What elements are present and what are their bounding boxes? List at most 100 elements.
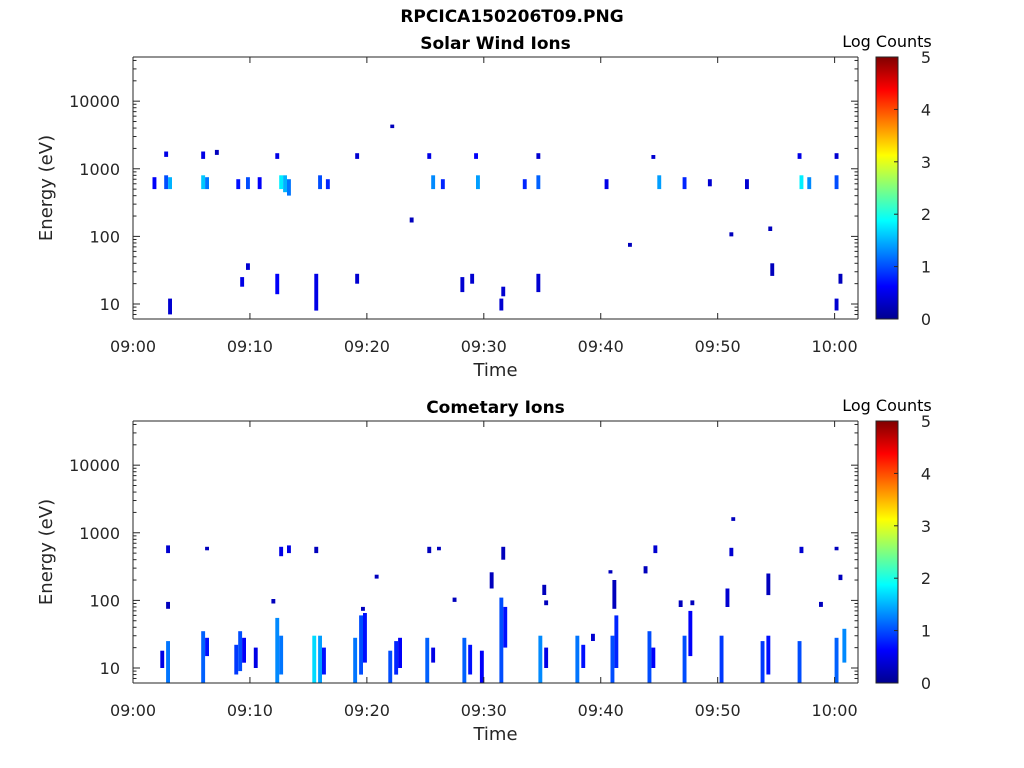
data-cell [719,635,724,683]
data-cell [647,631,652,683]
x-axis-label: Time [472,724,517,745]
data-cell [653,545,658,554]
colorbar-tick-label: 2 [921,569,931,588]
data-cell [166,641,170,683]
data-cell [246,177,250,190]
data-cell [275,617,280,683]
data-cell [581,644,586,668]
data-cell [489,572,494,589]
colorbar [875,56,899,320]
data-cell [842,628,847,663]
data-cell [536,273,541,293]
data-cell [205,177,209,190]
panel-title: Solar Wind Ions [420,34,571,54]
data-cell [643,566,648,574]
data-cell [214,149,219,155]
data-cell [279,175,284,190]
data-cell [253,647,258,668]
data-cell [201,151,206,159]
data-cell [427,153,432,159]
data-cell [536,175,541,190]
data-cell [690,600,695,606]
data-cell [838,574,843,581]
panel-title: Cometary Ions [426,398,565,418]
data-cell [766,635,771,675]
data-cell [575,635,580,683]
y-tick-label: 1000 [79,160,120,179]
colorbar-tick-label: 1 [921,622,931,641]
data-cell [394,641,399,675]
data-cell [503,606,508,648]
data-cell [390,124,395,129]
data-cell [314,273,319,311]
data-cell [374,574,379,579]
x-tick-label: 09:40 [578,337,624,356]
data-cell [462,637,467,683]
data-cell [797,641,802,683]
colorbar-tick-label: 0 [921,310,931,329]
data-cell [610,635,615,683]
data-cell [312,635,317,683]
y-tick-label: 10 [100,659,120,678]
data-cell [538,635,543,683]
data-cell [834,546,839,551]
data-cell [799,175,804,190]
data-cell [166,601,170,609]
data-cell [318,635,322,683]
data-cell [314,546,319,554]
x-tick-label: 09:50 [695,337,741,356]
y-tick-label: 10 [100,295,120,314]
x-tick-label: 10:00 [812,337,858,356]
data-cell [731,517,736,521]
data-cell [279,635,284,675]
colorbar-tick-label: 3 [921,153,931,172]
data-cell [657,175,662,190]
data-cell [807,177,812,190]
data-cell [479,650,484,683]
data-cell [398,637,402,668]
data-cell [359,615,363,675]
data-cell [682,635,687,683]
y-axis-label: Energy (eV) [36,135,57,241]
data-cell [604,179,609,190]
data-cell [628,242,632,247]
x-tick-label: 09:20 [344,701,390,720]
data-cell [283,175,287,193]
data-cell [499,298,504,311]
x-tick-label: 09:20 [344,337,390,356]
data-cell [322,647,326,675]
data-cell [682,177,687,190]
data-cell [236,179,241,190]
data-cell [427,546,432,554]
data-cell [522,179,527,190]
y-axis-label: Energy (eV) [36,499,57,605]
data-cell [612,580,617,609]
data-cell [275,153,280,159]
x-tick-label: 09:10 [227,337,273,356]
data-cell [431,647,436,663]
data-cell [770,263,775,276]
data-cell [240,277,245,287]
data-cell [201,631,206,683]
data-cell [542,584,547,595]
colorbar-tick-label: 2 [921,205,931,224]
data-cell [440,179,445,190]
colorbar-tick-label: 0 [921,674,931,693]
data-cell [501,546,506,560]
data-cell [470,273,475,284]
data-cell [651,647,656,668]
y-tick-label: 100 [89,227,120,246]
data-cell [474,153,478,159]
y-tick-label: 10000 [69,92,120,111]
y-tick-label: 1000 [79,524,120,543]
data-cell [168,177,172,190]
data-cell [799,546,804,554]
colorbar-tick-label: 1 [921,258,931,277]
figure-title: RPCICA150206T09.PNG [400,7,624,27]
colorbar-tick-label: 4 [921,464,931,483]
data-cell [760,641,765,683]
data-cell [160,650,165,668]
y-tick-label: 100 [89,591,120,610]
